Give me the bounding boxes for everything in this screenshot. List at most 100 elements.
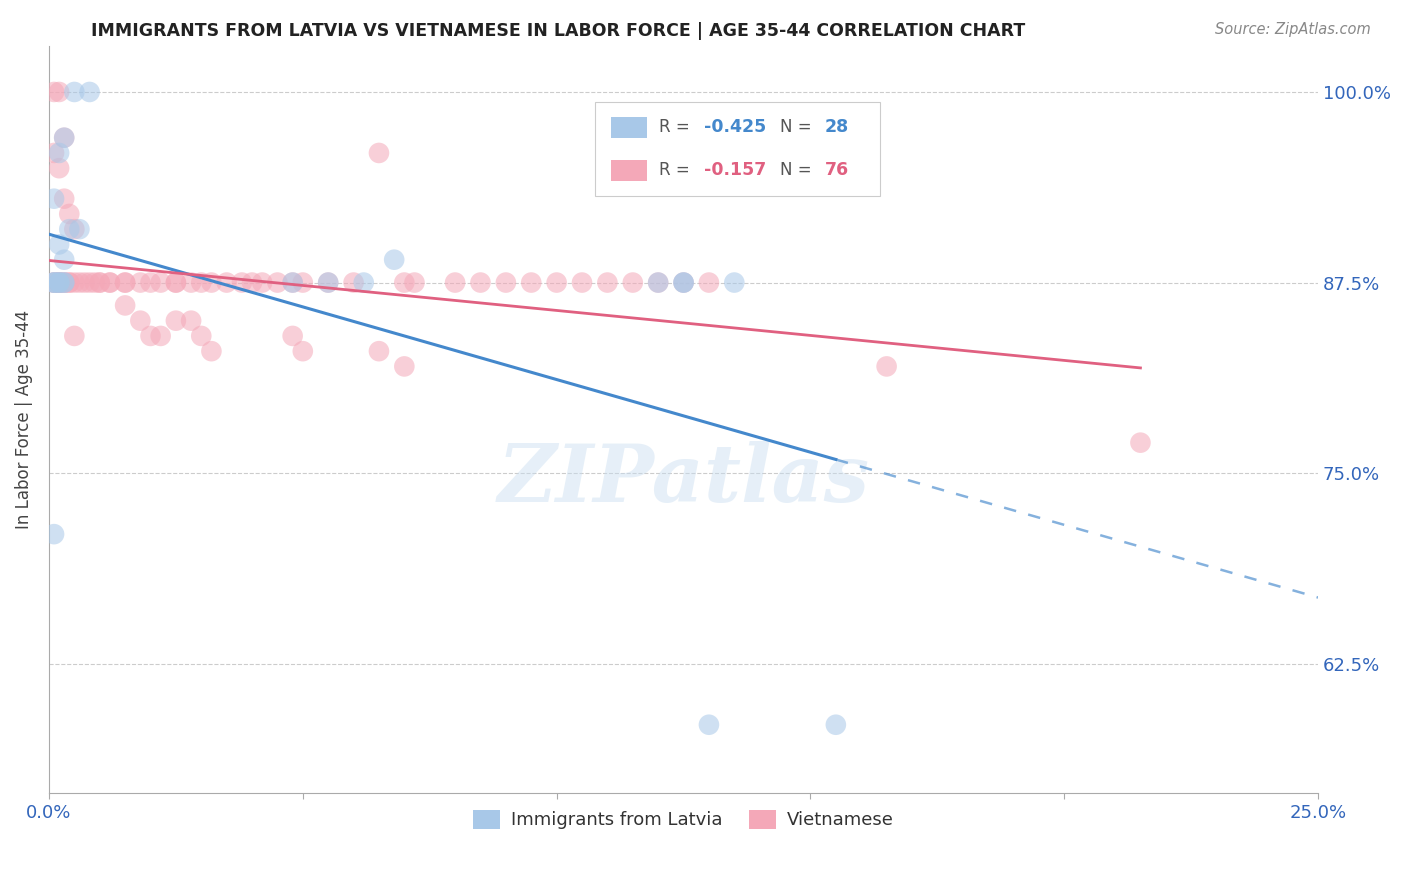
Point <box>190 276 212 290</box>
Point <box>53 130 76 145</box>
Text: IMMIGRANTS FROM LATVIA VS VIETNAMESE IN LABOR FORCE | AGE 35-44 CORRELATION CHAR: IMMIGRANTS FROM LATVIA VS VIETNAMESE IN … <box>91 22 1025 40</box>
Point <box>53 276 76 290</box>
Point <box>520 276 543 290</box>
Point <box>98 276 121 290</box>
Point <box>89 276 111 290</box>
Point <box>180 314 202 328</box>
Text: Source: ZipAtlas.com: Source: ZipAtlas.com <box>1215 22 1371 37</box>
Point <box>67 222 90 236</box>
Point <box>48 85 70 99</box>
Point <box>42 145 65 160</box>
Point <box>621 276 644 290</box>
Point <box>53 276 76 290</box>
Point <box>58 222 80 236</box>
Point <box>215 276 238 290</box>
Point <box>129 276 152 290</box>
Point <box>42 192 65 206</box>
Point <box>342 276 364 290</box>
Point <box>281 276 304 290</box>
Text: 28: 28 <box>824 119 849 136</box>
Point <box>672 276 695 290</box>
Point <box>672 276 695 290</box>
Point <box>48 237 70 252</box>
Point <box>63 85 86 99</box>
Point <box>48 276 70 290</box>
Point <box>876 359 898 374</box>
Point <box>353 276 375 290</box>
Point <box>73 276 96 290</box>
Point <box>53 276 76 290</box>
Point <box>48 145 70 160</box>
Point <box>83 276 105 290</box>
Point <box>42 85 65 99</box>
Point <box>42 276 65 290</box>
Point <box>180 276 202 290</box>
Point <box>63 329 86 343</box>
Point <box>114 276 136 290</box>
Point <box>596 276 619 290</box>
Point <box>42 276 65 290</box>
Point <box>546 276 568 290</box>
Point <box>53 192 76 206</box>
Point <box>42 276 65 290</box>
Point <box>250 276 273 290</box>
Point <box>240 276 263 290</box>
Point <box>165 314 187 328</box>
Point <box>63 222 86 236</box>
Point <box>67 276 90 290</box>
Point <box>266 276 288 290</box>
Point <box>149 329 172 343</box>
Point <box>200 276 222 290</box>
Text: R =: R = <box>659 161 690 179</box>
Point <box>53 130 76 145</box>
Point <box>394 276 416 290</box>
Point <box>444 276 467 290</box>
Point <box>165 276 187 290</box>
Point <box>53 252 76 267</box>
Point <box>42 276 65 290</box>
Point <box>200 344 222 359</box>
Point <box>58 276 80 290</box>
Point <box>382 252 405 267</box>
Point <box>281 276 304 290</box>
Point <box>470 276 492 290</box>
Point <box>79 276 101 290</box>
Point <box>98 276 121 290</box>
Point <box>58 207 80 221</box>
Point <box>571 276 593 290</box>
Point <box>291 276 314 290</box>
Point <box>42 527 65 541</box>
Text: 76: 76 <box>824 161 849 179</box>
Point <box>48 276 70 290</box>
Point <box>63 276 86 290</box>
Point <box>48 276 70 290</box>
FancyBboxPatch shape <box>612 160 647 181</box>
Point <box>316 276 339 290</box>
Point <box>139 276 162 290</box>
Point <box>53 276 76 290</box>
Point <box>368 145 391 160</box>
Point <box>48 161 70 176</box>
Point <box>79 85 101 99</box>
Point <box>824 717 846 731</box>
FancyBboxPatch shape <box>612 117 647 138</box>
Text: -0.425: -0.425 <box>704 119 766 136</box>
Text: -0.157: -0.157 <box>704 161 766 179</box>
Point <box>368 344 391 359</box>
Point <box>404 276 426 290</box>
Point <box>139 329 162 343</box>
Point <box>129 314 152 328</box>
Point <box>316 276 339 290</box>
Point <box>394 359 416 374</box>
Text: N =: N = <box>780 161 811 179</box>
Point <box>231 276 253 290</box>
Point <box>165 276 187 290</box>
Point <box>495 276 517 290</box>
Point <box>58 276 80 290</box>
Point <box>114 298 136 312</box>
Point <box>114 276 136 290</box>
Point <box>281 329 304 343</box>
Point <box>1129 435 1152 450</box>
Point <box>697 717 720 731</box>
Legend: Immigrants from Latvia, Vietnamese: Immigrants from Latvia, Vietnamese <box>465 803 901 837</box>
